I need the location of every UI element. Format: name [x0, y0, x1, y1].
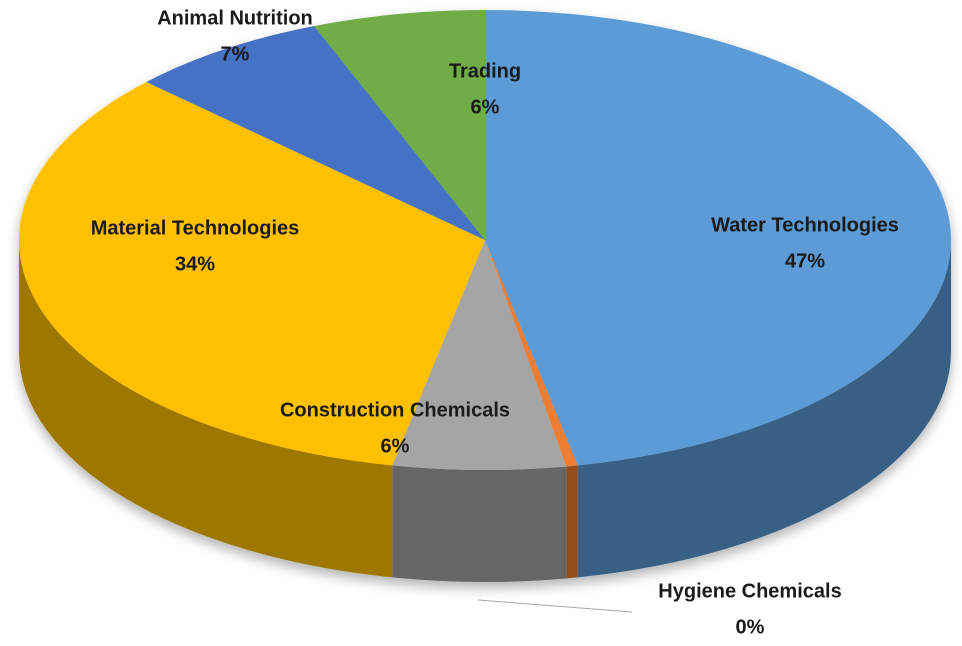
slice-side	[392, 465, 567, 582]
slice-label: Material Technologies	[91, 217, 300, 239]
slice-value-label: 34%	[175, 253, 215, 275]
slice-value-label: 47%	[785, 250, 825, 272]
leader-line	[477, 599, 633, 613]
slice-label: Trading	[449, 60, 521, 82]
slice-side	[566, 465, 578, 579]
pie	[19, 9, 951, 582]
slice-side	[19, 240, 393, 578]
slice	[146, 26, 485, 241]
slice	[485, 240, 578, 467]
slice-value-label: 6%	[471, 96, 500, 118]
slice-value-label: 6%	[381, 435, 410, 457]
slice-label: Hygiene Chemicals	[658, 580, 841, 602]
slice-label: Water Technologies	[711, 214, 899, 236]
slice-label: Animal Nutrition	[157, 7, 313, 29]
slice	[392, 240, 567, 470]
slice-value-label: 0%	[736, 616, 765, 638]
slice	[485, 10, 951, 466]
slice-label: Construction Chemicals	[280, 399, 510, 421]
slice-side	[577, 240, 951, 578]
slice	[314, 9, 485, 240]
slice	[19, 82, 485, 466]
slice-value-label: 7%	[221, 43, 250, 65]
